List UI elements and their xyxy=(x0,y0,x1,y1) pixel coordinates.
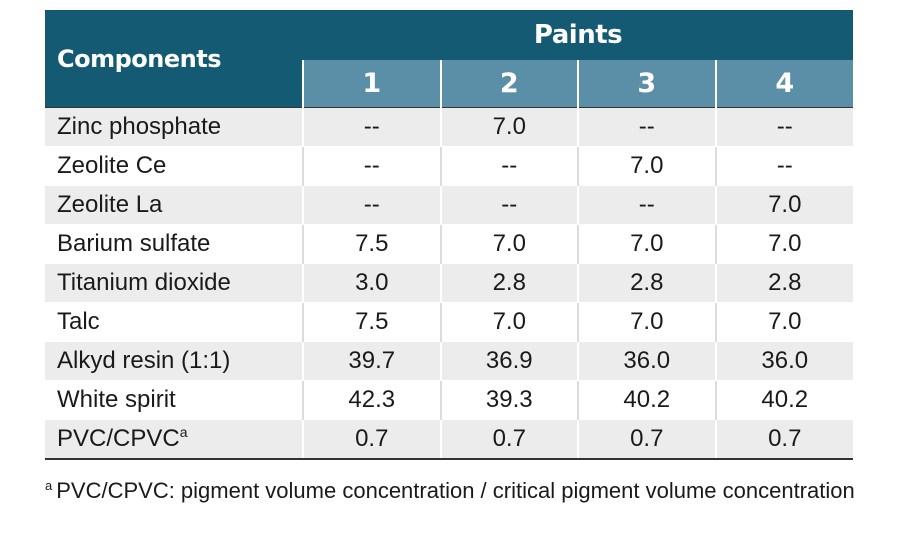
table-row: Titanium dioxide 3.0 2.8 2.8 2.8 xyxy=(45,263,854,303)
table-row: Talc 7.5 7.0 7.0 7.0 xyxy=(45,302,854,342)
component-name-cell: PVC/CPVCa xyxy=(45,419,303,460)
paint-1-value-cell: 7.5 xyxy=(302,224,441,264)
paint-1-value-cell: -- xyxy=(302,185,441,225)
paint-1-value-cell: -- xyxy=(302,146,441,186)
paint-4-value-cell: 40.2 xyxy=(714,380,854,420)
table-footnote: a PVC/CPVC: pigment volume concentration … xyxy=(45,477,865,504)
table-row: Alkyd resin (1:1) 39.7 36.9 36.0 36.0 xyxy=(45,341,854,381)
paint-1-value-cell: 0.7 xyxy=(302,419,441,460)
paint-2-value-cell: 7.0 xyxy=(439,302,578,342)
component-name-cell: Titanium dioxide xyxy=(45,263,303,303)
component-name: Zeolite Ce xyxy=(57,152,167,179)
footnote-marker: a xyxy=(45,477,53,493)
component-name: Alkyd resin (1:1) xyxy=(57,347,231,374)
footnote-reference: a xyxy=(179,424,188,440)
table-row: Zeolite La -- -- -- 7.0 xyxy=(45,185,854,225)
paint-2-header: 2 xyxy=(439,60,578,108)
table-header: Components Paints 1 2 3 4 xyxy=(45,10,854,108)
paint-3-value-cell: 36.0 xyxy=(577,341,716,381)
paint-4-value-cell: -- xyxy=(714,107,854,147)
paint-2-value-cell: 0.7 xyxy=(439,419,578,460)
component-name-cell: Zeolite La xyxy=(45,185,303,225)
paint-2-value-cell: 7.0 xyxy=(439,224,578,264)
paint-2-value-cell: 7.0 xyxy=(439,107,578,147)
table-row: Zinc phosphate -- 7.0 -- -- xyxy=(45,107,854,147)
paint-1-header: 1 xyxy=(302,60,441,108)
table-row: Barium sulfate 7.5 7.0 7.0 7.0 xyxy=(45,224,854,264)
component-name: PVC/CPVC xyxy=(57,425,180,452)
component-name: White spirit xyxy=(57,386,176,413)
paint-1-value-cell: 39.7 xyxy=(302,341,441,381)
component-name: Talc xyxy=(57,308,100,335)
component-name: Titanium dioxide xyxy=(57,269,231,296)
component-name-cell: Alkyd resin (1:1) xyxy=(45,341,303,381)
footnote-text: PVC/CPVC: pigment volume concentration /… xyxy=(56,478,855,503)
table-row: PVC/CPVCa 0.7 0.7 0.7 0.7 xyxy=(45,419,854,460)
component-name-cell: Talc xyxy=(45,302,303,342)
paint-3-value-cell: 40.2 xyxy=(577,380,716,420)
paint-4-value-cell: 7.0 xyxy=(714,185,854,225)
paint-2-value-cell: 2.8 xyxy=(439,263,578,303)
paint-4-value-cell: 7.0 xyxy=(714,224,854,264)
paint-2-value-cell: -- xyxy=(439,146,578,186)
table-row: White spirit 42.3 39.3 40.2 40.2 xyxy=(45,380,854,420)
paint-3-value-cell: 7.0 xyxy=(577,224,716,264)
component-name: Zeolite La xyxy=(57,191,163,218)
component-name-cell: White spirit xyxy=(45,380,303,420)
paints-group-header: Paints xyxy=(303,10,854,60)
paint-2-value-cell: 36.9 xyxy=(439,341,578,381)
paint-4-value-cell: 2.8 xyxy=(714,263,854,303)
component-name-cell: Zeolite Ce xyxy=(45,146,303,186)
table-body: Zinc phosphate -- 7.0 -- -- Zeolite Ce -- -- 7.0… xyxy=(45,107,854,460)
paint-3-value-cell: 2.8 xyxy=(577,263,716,303)
paint-4-value-cell: 0.7 xyxy=(714,419,854,460)
paint-3-value-cell: -- xyxy=(577,185,716,225)
paint-1-value-cell: 3.0 xyxy=(302,263,441,303)
components-column-header: Components xyxy=(45,10,303,108)
paint-composition-table: Components Paints 1 2 3 4 Zinc phosphate… xyxy=(45,10,854,460)
component-name-cell: Zinc phosphate xyxy=(45,107,303,147)
paint-2-value-cell: 39.3 xyxy=(439,380,578,420)
paint-composition-table-container: Components Paints 1 2 3 4 Zinc phosphate… xyxy=(45,10,854,460)
component-name-cell: Barium sulfate xyxy=(45,224,303,264)
paint-1-value-cell: 42.3 xyxy=(302,380,441,420)
paint-4-value-cell: 36.0 xyxy=(714,341,854,381)
paint-4-header: 4 xyxy=(714,60,854,108)
paint-3-value-cell: -- xyxy=(577,107,716,147)
paint-4-value-cell: 7.0 xyxy=(714,302,854,342)
paint-4-value-cell: -- xyxy=(714,146,854,186)
paint-2-value-cell: -- xyxy=(439,185,578,225)
paint-3-value-cell: 7.0 xyxy=(577,146,716,186)
paint-1-value-cell: 7.5 xyxy=(302,302,441,342)
paint-3-value-cell: 0.7 xyxy=(577,419,716,460)
table-row: Zeolite Ce -- -- 7.0 -- xyxy=(45,146,854,186)
paint-1-value-cell: -- xyxy=(302,107,441,147)
paint-3-header: 3 xyxy=(577,60,716,108)
paint-3-value-cell: 7.0 xyxy=(577,302,716,342)
component-name: Zinc phosphate xyxy=(57,113,222,140)
component-name: Barium sulfate xyxy=(57,230,211,257)
